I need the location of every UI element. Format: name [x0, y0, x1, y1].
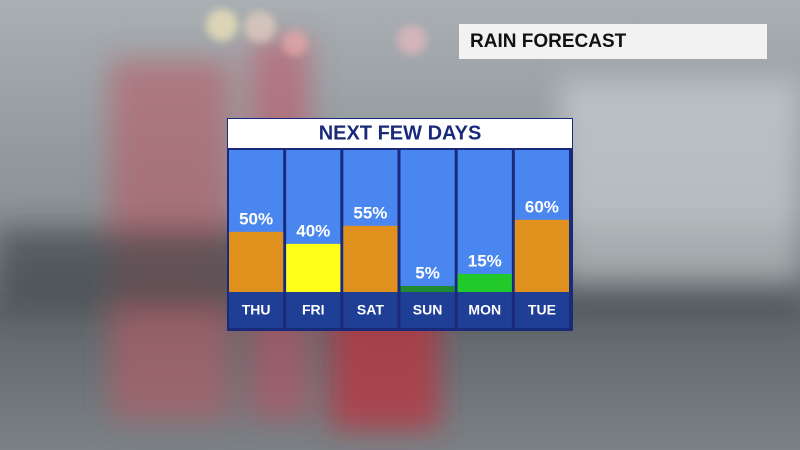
x-tick-label: FRI — [302, 302, 325, 318]
value-label: 5% — [415, 263, 440, 282]
day-box — [514, 292, 569, 328]
bar — [343, 225, 398, 292]
bar — [457, 273, 512, 292]
day-box — [457, 292, 512, 328]
header-title: RAIN FORECAST — [470, 31, 627, 52]
x-tick-label: SUN — [413, 302, 443, 318]
bar — [286, 243, 341, 292]
value-label: 15% — [468, 251, 502, 270]
x-tick-label: THU — [242, 302, 271, 318]
column-bg — [457, 150, 512, 292]
value-label: 60% — [525, 197, 559, 216]
value-label: 50% — [239, 209, 273, 228]
day-box — [229, 292, 284, 328]
header-box — [459, 24, 767, 59]
x-tick-label: SAT — [357, 302, 384, 318]
bar — [514, 219, 569, 292]
day-box — [400, 292, 455, 328]
day-box — [286, 292, 341, 328]
chart-title-box — [228, 119, 572, 148]
chart-title: NEXT FEW DAYS — [319, 122, 482, 144]
x-tick-label: TUE — [528, 302, 556, 318]
value-label: 40% — [296, 221, 330, 240]
bar — [229, 231, 284, 292]
x-tick-label: MON — [468, 302, 501, 318]
day-box — [343, 292, 398, 328]
lights — [206, 9, 427, 56]
column-bg — [400, 150, 455, 292]
value-label: 55% — [353, 203, 387, 222]
bar — [400, 285, 455, 292]
